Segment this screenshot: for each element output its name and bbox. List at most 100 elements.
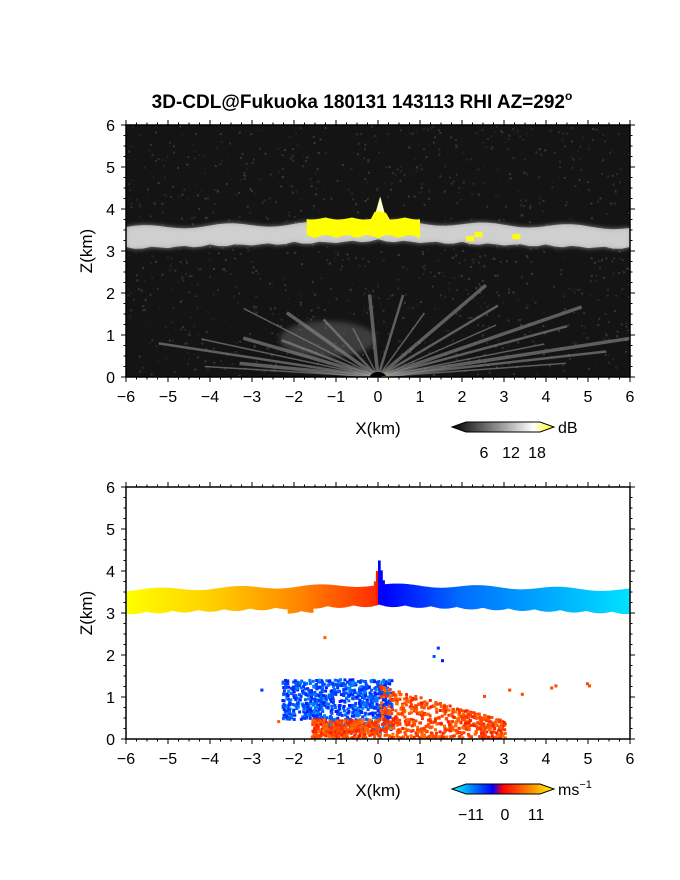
velocity-echo-pixel <box>387 712 391 716</box>
velocity-echo-pixel <box>361 706 365 710</box>
velocity-echo-pixel <box>399 692 403 696</box>
noise-speckle <box>500 365 503 368</box>
layer-velocity-strip <box>621 589 625 614</box>
noise-speckle <box>355 203 358 206</box>
velocity-echo-pixel <box>388 682 392 686</box>
noise-speckle <box>462 187 465 190</box>
noise-speckle <box>206 368 209 371</box>
noise-speckle <box>467 317 470 320</box>
noise-speckle <box>227 156 230 159</box>
noise-speckle <box>236 219 239 221</box>
layer-velocity-strip <box>291 587 295 614</box>
noise-speckle <box>330 287 332 290</box>
noise-speckle <box>531 128 534 131</box>
velocity-echo-pixel <box>409 703 413 707</box>
reflectivity-y-tick-label: 0 <box>106 370 115 387</box>
layer-velocity-strip <box>245 586 249 610</box>
noise-speckle <box>488 303 491 306</box>
noise-speckle <box>595 254 598 257</box>
noise-speckle <box>221 368 223 371</box>
velocity-echo-pixel <box>393 721 397 725</box>
velocity-echo-pixel <box>335 736 339 739</box>
velocity-echo-pixel <box>363 713 367 717</box>
noise-speckle <box>367 260 370 263</box>
noise-speckle <box>246 247 249 250</box>
velocity-echo-pixel <box>461 709 465 713</box>
noise-speckle <box>403 363 406 366</box>
noise-speckle <box>370 243 373 246</box>
velocity-echo-pixel <box>339 693 343 697</box>
noise-speckle <box>465 288 468 291</box>
noise-speckle <box>238 191 241 194</box>
velocity-echo-pixel <box>445 705 448 708</box>
velocity-echo-pixel <box>466 724 470 728</box>
velocity-echo-pixel <box>439 704 443 708</box>
velocity-echo-pixel <box>306 707 310 711</box>
noise-speckle <box>532 156 535 159</box>
noise-speckle <box>561 138 564 141</box>
strong-echo-patch <box>512 234 521 240</box>
noise-speckle <box>607 321 610 324</box>
noise-speckle <box>213 267 215 270</box>
velocity-echo-pixel <box>417 730 421 734</box>
noise-speckle <box>443 190 446 193</box>
velocity-echo-pixel <box>371 703 375 707</box>
velocity-y-tick-label: 0 <box>106 732 115 749</box>
noise-speckle <box>161 211 164 214</box>
noise-speckle <box>492 372 494 375</box>
velocity-x-tick-label: −2 <box>285 751 303 768</box>
velocity-echo-pixel <box>350 689 354 692</box>
noise-speckle <box>499 317 502 319</box>
velocity-echo-pixel <box>454 710 458 714</box>
noise-speckle <box>333 257 336 260</box>
noise-speckle <box>295 132 297 135</box>
noise-speckle <box>423 148 425 151</box>
velocity-echo-pixel <box>358 687 361 691</box>
noise-speckle <box>168 144 171 147</box>
noise-speckle <box>622 271 625 274</box>
velocity-echo-pixel <box>381 728 385 732</box>
noise-speckle <box>562 364 565 367</box>
velocity-echo-pixel <box>383 711 387 715</box>
layer-velocity-strip <box>147 588 150 612</box>
noise-speckle <box>597 298 600 301</box>
velocity-echo-pixel <box>345 696 349 700</box>
noise-speckle <box>627 153 630 156</box>
velocity-echo-pixel <box>475 724 479 728</box>
noise-speckle <box>282 167 285 170</box>
velocity-echo-pixel <box>437 722 441 726</box>
noise-speckle <box>397 287 400 290</box>
noise-speckle <box>294 251 297 254</box>
noise-speckle <box>378 297 381 299</box>
velocity-echo-pixel <box>438 709 442 712</box>
noise-speckle <box>372 347 375 350</box>
noise-speckle <box>448 374 451 377</box>
noise-speckle <box>364 148 366 151</box>
noise-speckle <box>519 318 522 321</box>
noise-speckle <box>134 251 137 254</box>
velocity-echo-pixel <box>304 693 308 697</box>
noise-speckle <box>439 132 442 134</box>
velocity-echo-pixel <box>386 717 390 721</box>
velocity-echo-pixel <box>394 709 398 713</box>
noise-speckle <box>468 278 471 281</box>
velocity-echo-pixel <box>443 727 447 730</box>
velocity-echo-pixel <box>368 733 372 737</box>
noise-speckle <box>559 207 562 210</box>
velocity-echo-pixel <box>391 699 395 703</box>
noise-speckle <box>283 276 286 279</box>
noise-speckle <box>578 157 581 160</box>
noise-speckle <box>439 175 442 178</box>
noise-speckle <box>485 145 488 148</box>
noise-speckle <box>382 309 385 312</box>
layer-velocity-strip <box>533 588 537 610</box>
velocity-echo-pixel <box>388 721 392 725</box>
noise-speckle <box>164 347 167 349</box>
noise-speckle <box>127 256 130 259</box>
noise-speckle <box>316 243 319 246</box>
noise-speckle <box>592 128 595 130</box>
velocity-echo-pixel <box>337 734 340 738</box>
velocity-echo-pixel <box>498 718 502 722</box>
noise-speckle <box>191 217 193 220</box>
noise-speckle <box>506 248 509 251</box>
